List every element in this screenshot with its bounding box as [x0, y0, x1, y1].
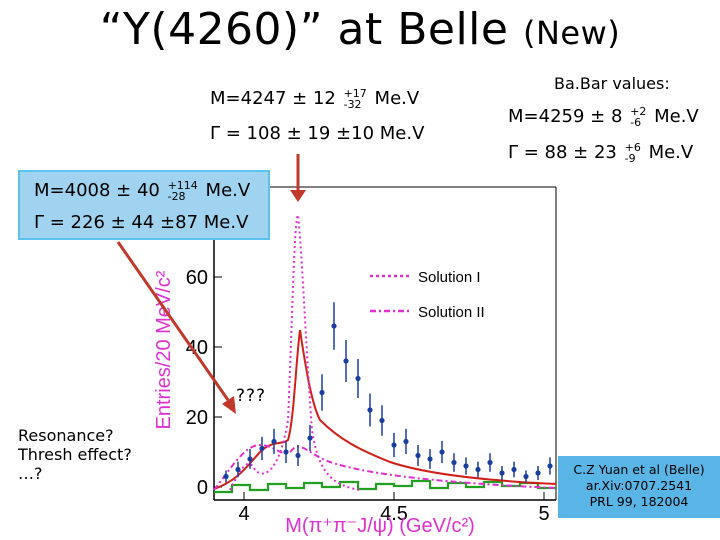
babar-width-text: Γ = 88 ± 23: [508, 142, 617, 163]
data-point: [343, 358, 349, 364]
interpretation-list: Resonance? Thresh effect? …?: [18, 426, 132, 483]
data-point: [499, 470, 505, 476]
low-state-mass-errors: +114 -28: [167, 179, 198, 203]
babar-width-line: Γ = 88 ± 23 +6 -9 Me.V: [508, 142, 693, 164]
data-point: [331, 323, 337, 329]
fit-curve: [213, 329, 557, 490]
data-point: [547, 463, 553, 469]
babar-mass-unit: Me.V: [654, 106, 699, 127]
belle-width-line: Γ = 108 ± 19 ±10 Me.V: [210, 123, 425, 144]
xtick-4: 4: [238, 503, 249, 525]
data-point: [475, 466, 481, 473]
babar-heading: Ba.Bar values:: [554, 74, 670, 93]
belle-mass-line: M=4247 ± 12 +17 -32 Me.V: [210, 88, 419, 110]
ytick-0: 0: [197, 477, 208, 499]
low-state-box: M=4008 ± 40 +114 -28 Me.V Γ = 226 ± 44 ±8…: [18, 170, 270, 240]
interpretation-threshold: Thresh effect?: [18, 445, 132, 464]
data-point: [403, 438, 409, 445]
data-point: [523, 473, 529, 480]
interpretation-other: …?: [18, 464, 43, 483]
babar-mass-errors: +2 -6: [630, 105, 647, 129]
x-axis-label: M(π⁺π⁻J/ψ) (GeV/c²): [285, 515, 475, 537]
background-histogram: [214, 479, 556, 494]
legend-solution2: Solution II: [418, 304, 485, 321]
title-sub: (New): [522, 14, 621, 52]
citation-box: C.Z Yuan et al (Belle) ar.Xiv:0707.2541 …: [558, 456, 720, 518]
belle-mass-errors: +17 -32: [343, 87, 367, 111]
y-axis-label: Entries/20 MeV/c²: [153, 270, 175, 429]
citation-journal: PRL 99, 182004: [589, 494, 689, 509]
legend-solution1: Solution I: [418, 269, 481, 286]
data-point: [451, 459, 457, 466]
data-point: [379, 417, 385, 424]
data-point: [427, 456, 433, 462]
babar-mass-text: M=4259 ± 8: [508, 106, 623, 127]
data-point: [367, 407, 373, 413]
slide-title: “Y(4260)” at Belle (New): [0, 4, 720, 55]
data-point: [223, 473, 229, 480]
data-point: [259, 445, 265, 452]
xtick-4.5: 4.5: [380, 503, 408, 525]
low-state-width-line: Γ = 226 ± 44 ±87 Me.V: [34, 212, 249, 233]
data-points: [223, 302, 553, 483]
citation-authors: C.Z Yuan et al (Belle): [573, 462, 705, 477]
babar-width-errors: +6 -9: [624, 141, 641, 165]
low-state-mass-line: M=4008 ± 40 +114 -28 Me.V: [34, 180, 250, 202]
ytick-60: 60: [186, 267, 208, 289]
babar-mass-line: M=4259 ± 8 +2 -6 Me.V: [508, 106, 699, 128]
data-point: [463, 463, 469, 469]
question-marks: ???: [236, 386, 267, 406]
solution1-curve: [229, 212, 361, 491]
arrow-to-low-state: [116, 241, 230, 401]
data-point: [415, 452, 421, 459]
citation-arxiv: ar.Xiv:0707.2541: [585, 478, 693, 493]
data-point: [295, 452, 301, 459]
ytick-20: 20: [186, 407, 208, 429]
belle-mass-text: M=4247 ± 12: [210, 88, 336, 109]
data-point: [319, 389, 325, 396]
arrow-to-peak-head: [290, 190, 306, 202]
title-main: “Y(4260)” at Belle: [99, 4, 509, 55]
arrow-to-low-state-head: [222, 396, 236, 414]
data-point: [271, 438, 277, 445]
interpretation-resonance: Resonance?: [18, 426, 114, 445]
belle-mass-unit: Me.V: [374, 88, 420, 109]
xtick-5: 5: [538, 503, 549, 525]
data-point: [355, 375, 361, 382]
low-state-mass-unit: Me.V: [205, 180, 251, 201]
data-point: [487, 459, 493, 466]
data-point: [391, 442, 397, 448]
data-point: [283, 449, 289, 455]
data-point: [235, 466, 241, 473]
data-point: [511, 466, 517, 473]
data-point: [439, 449, 445, 455]
data-point: [307, 435, 313, 441]
data-point: [247, 456, 253, 462]
low-state-mass-text: M=4008 ± 40: [34, 180, 160, 201]
ytick-40: 40: [186, 337, 208, 359]
babar-width-unit: Me.V: [648, 142, 694, 163]
data-point: [535, 470, 541, 476]
